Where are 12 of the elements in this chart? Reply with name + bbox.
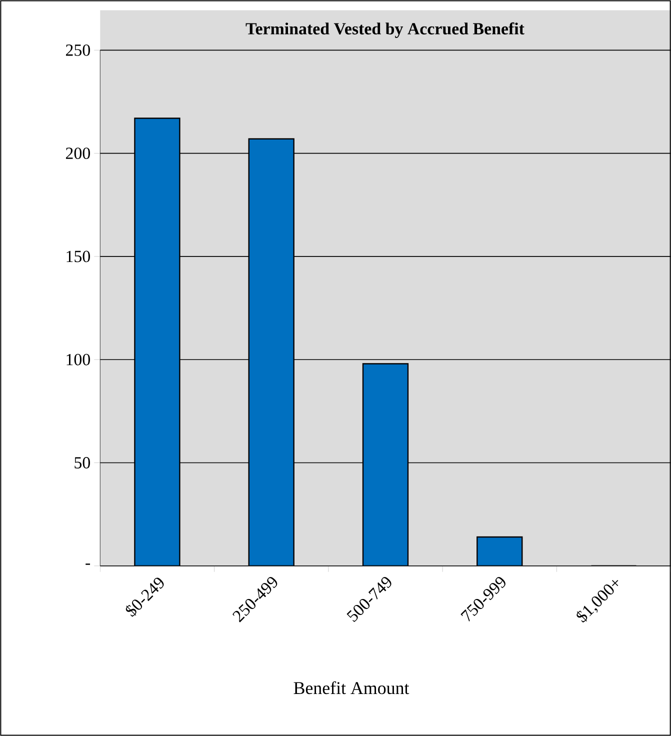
bar [362,363,408,566]
y-tick-label: - [86,564,90,565]
y-tick-label: 250 [66,44,90,56]
y-tick-label: 100 [66,354,90,366]
bar [476,536,523,566]
x-axis-title: Benefit Amount [294,681,410,694]
y-tick-label: 50 [74,457,90,468]
y-tick-label: 200 [66,148,90,160]
bar [248,138,294,566]
y-tick-label: 150 [66,250,90,262]
bar [134,118,180,566]
chart-title: Terminated Vested by Accrued Benefit [246,22,524,38]
